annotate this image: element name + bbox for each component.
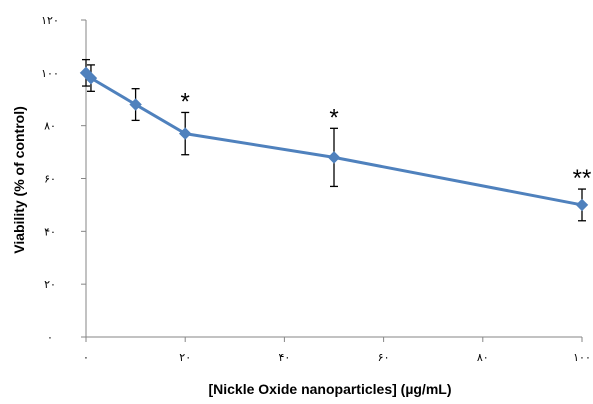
- y-tick-label: ۴۰: [44, 225, 56, 238]
- y-tick-label: ۸۰: [44, 120, 56, 133]
- significance-label: *: [329, 104, 338, 131]
- y-tick-label: ۰: [47, 331, 53, 344]
- y-axis-label: Viability (% of control): [11, 106, 27, 254]
- y-tick-label: ۶۰: [44, 173, 56, 186]
- data-point: [575, 198, 589, 212]
- chart-error-bars: [82, 58, 586, 222]
- data-point: [129, 98, 142, 111]
- x-tick-label: ۸۰: [477, 351, 489, 364]
- chart-ticks: [81, 19, 583, 342]
- chart-significance-labels: ****: [181, 88, 592, 192]
- y-tick-label: ۲۰: [44, 278, 56, 291]
- x-tick-label: ۴۰: [278, 351, 290, 364]
- x-tick-label: ۲۰: [179, 351, 191, 364]
- data-point: [84, 71, 98, 85]
- x-tick-label: ۶۰: [378, 351, 390, 364]
- significance-label: **: [573, 165, 592, 192]
- data-point: [178, 127, 192, 140]
- chart-tick-labels: ۰ ۲۰ ۴۰ ۶۰ ۸۰ ۱۰۰ ۱۲۰ ۰ ۲۰ ۴۰ ۶۰ ۸۰ ۱۰۰: [41, 14, 591, 364]
- significance-label: *: [181, 88, 190, 115]
- y-tick-label: ۱۰۰: [41, 67, 59, 80]
- x-axis-label: [Nickle Oxide nanoparticles] (µg/mL): [208, 381, 451, 397]
- x-tick-label: ۱۰۰: [573, 351, 591, 364]
- chart-markers: [79, 66, 589, 212]
- y-tick-label: ۱۲۰: [41, 14, 59, 27]
- x-tick-label: ۰: [83, 351, 89, 364]
- data-point: [327, 151, 341, 164]
